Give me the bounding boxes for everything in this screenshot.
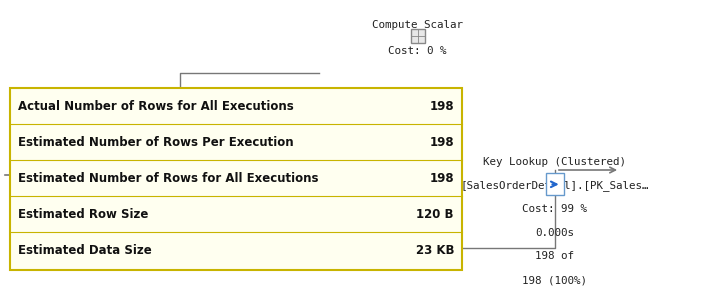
Text: 198 of: 198 of: [535, 251, 574, 262]
Text: [SalesOrderDetail].[PK_Sales…: [SalesOrderDetail].[PK_Sales…: [461, 181, 649, 192]
Bar: [545, 173, 564, 195]
Text: Estimated Number of Rows Per Execution: Estimated Number of Rows Per Execution: [18, 135, 293, 149]
Text: Actual Number of Rows for All Executions: Actual Number of Rows for All Executions: [18, 99, 293, 113]
Text: Cost: 0 %: Cost: 0 %: [51, 255, 110, 265]
Text: 198: 198: [430, 171, 454, 185]
Text: 198 (100%): 198 (100%): [522, 275, 587, 285]
Text: Cost: 1 %: Cost: 1 %: [290, 255, 349, 265]
Text: 198: 198: [430, 135, 454, 149]
Text: 23 KB: 23 KB: [416, 243, 454, 257]
Text: Estimated Data Size: Estimated Data Size: [18, 243, 152, 257]
Text: Estimated Row Size: Estimated Row Size: [18, 207, 148, 221]
Text: 120 B: 120 B: [416, 207, 454, 221]
Text: Nested Loops: Nested Loops: [41, 197, 120, 207]
Bar: [411, 29, 425, 43]
Text: [SalesOrderDetail].[IX_Sales…: [SalesOrderDetail].[IX_Sales…: [225, 226, 413, 237]
Text: Cost: 0 %: Cost: 0 %: [388, 46, 447, 56]
Text: Key Lookup (Clustered): Key Lookup (Clustered): [483, 157, 626, 167]
Bar: [71, 226, 91, 246]
Text: Estimated Number of Rows for All Executions: Estimated Number of Rows for All Executi…: [18, 171, 319, 185]
Text: Index Seek (NonClustered): Index Seek (NonClustered): [238, 197, 401, 207]
Text: 0.000s: 0.000s: [535, 228, 574, 238]
Text: Cost: 99 %: Cost: 99 %: [522, 204, 587, 214]
Bar: [10, 88, 462, 270]
Text: Compute Scalar: Compute Scalar: [372, 20, 463, 30]
Text: 198: 198: [430, 99, 454, 113]
Text: (Inner Join): (Inner Join): [41, 226, 120, 236]
